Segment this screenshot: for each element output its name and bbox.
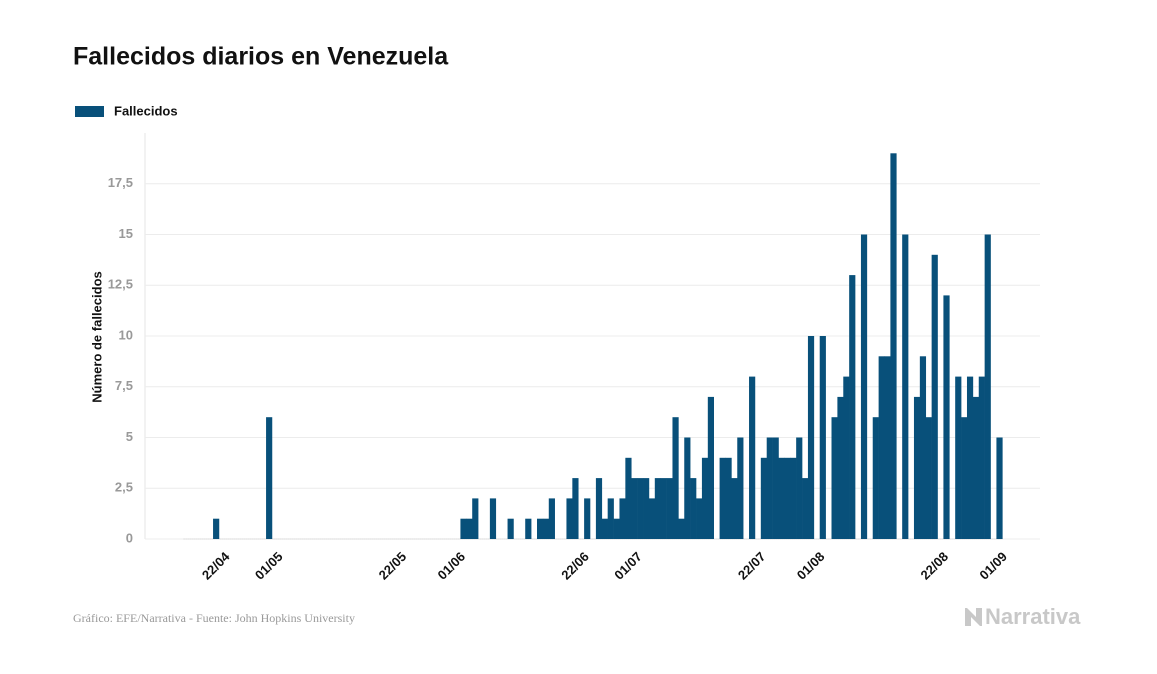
bar — [931, 254, 938, 540]
bar — [625, 457, 632, 539]
bar — [925, 417, 932, 539]
bar — [666, 478, 673, 539]
bar — [537, 518, 544, 539]
bar — [637, 478, 644, 539]
logo: Narrativa — [985, 604, 1081, 629]
bar — [213, 518, 220, 539]
y-axis-title: Número de fallecidos — [89, 271, 104, 402]
x-tick-label: 22/06 — [558, 549, 592, 583]
chart-title: Fallecidos diarios en Venezuela — [73, 43, 449, 71]
bar — [790, 457, 797, 539]
bar — [701, 457, 709, 539]
bar — [601, 518, 608, 539]
bar — [943, 295, 950, 539]
bar — [749, 376, 756, 539]
bar — [955, 376, 962, 539]
x-tick-label: 01/09 — [976, 549, 1010, 583]
bar — [802, 478, 809, 539]
x-tick-label: 22/07 — [735, 549, 769, 583]
bar — [684, 437, 691, 539]
bar — [778, 457, 785, 539]
bar — [660, 478, 667, 539]
bar — [961, 417, 968, 539]
bar — [654, 478, 661, 539]
bar — [996, 437, 1003, 539]
y-tick-label: 0 — [126, 530, 133, 545]
bar — [678, 518, 685, 539]
bar — [489, 498, 497, 539]
x-tick-label: 01/06 — [435, 549, 469, 583]
y-tick-label: 15 — [119, 226, 133, 241]
bar — [760, 457, 768, 539]
bar — [766, 437, 773, 539]
y-tick-label: 5 — [126, 429, 133, 444]
y-tick-label: 10 — [119, 327, 133, 342]
bar — [972, 396, 980, 539]
bar — [696, 498, 703, 539]
bar — [613, 518, 620, 539]
bar — [837, 396, 844, 539]
bar — [525, 518, 532, 539]
bar — [266, 417, 273, 539]
logo-icon — [965, 608, 982, 626]
y-tick-label: 12,5 — [108, 277, 133, 292]
bar — [819, 336, 826, 539]
bar — [607, 498, 614, 539]
bar — [460, 518, 467, 539]
bar — [548, 498, 555, 539]
bar — [849, 275, 856, 539]
bar — [831, 417, 838, 539]
bar — [631, 478, 638, 539]
bar — [643, 478, 650, 539]
bar — [884, 356, 891, 539]
bar — [572, 478, 579, 539]
source-note: Gráfico: EFE/Narrativa - Fuente: John Ho… — [73, 611, 355, 625]
bar — [584, 498, 591, 539]
x-tick-label: 01/05 — [252, 549, 286, 583]
bar — [542, 518, 550, 539]
bar — [902, 234, 909, 539]
bar — [566, 498, 573, 539]
bar — [648, 498, 656, 539]
bar — [619, 498, 626, 539]
y-tick-label: 7,5 — [115, 378, 133, 393]
bar — [507, 518, 514, 539]
bar — [978, 376, 985, 539]
bar — [913, 396, 921, 539]
bar — [843, 376, 850, 539]
bar — [472, 498, 479, 539]
bar — [731, 478, 738, 539]
bar — [707, 396, 714, 539]
legend-swatch — [75, 106, 104, 117]
bar — [878, 356, 885, 539]
bar — [772, 437, 779, 539]
bar — [807, 336, 815, 539]
bar — [672, 417, 679, 539]
bar — [690, 478, 697, 539]
bar — [860, 234, 868, 539]
bar — [595, 478, 603, 539]
bar — [966, 376, 974, 539]
x-tick-label: 22/04 — [199, 548, 233, 582]
bar — [784, 457, 791, 539]
bar — [466, 518, 473, 539]
bar — [984, 234, 991, 539]
x-tick-label: 22/08 — [918, 549, 952, 583]
bar — [890, 153, 897, 540]
y-tick-label: 2,5 — [115, 480, 133, 495]
x-tick-label: 01/08 — [794, 549, 828, 583]
x-tick-label: 22/05 — [376, 549, 410, 583]
legend-label: Fallecidos — [114, 103, 178, 118]
y-tick-label: 17,5 — [108, 175, 133, 190]
bar — [737, 437, 744, 539]
bar — [719, 457, 726, 539]
x-tick-label: 01/07 — [611, 549, 645, 583]
bar — [796, 437, 803, 539]
bar — [872, 417, 879, 539]
bar — [919, 356, 927, 539]
bar — [725, 457, 732, 539]
